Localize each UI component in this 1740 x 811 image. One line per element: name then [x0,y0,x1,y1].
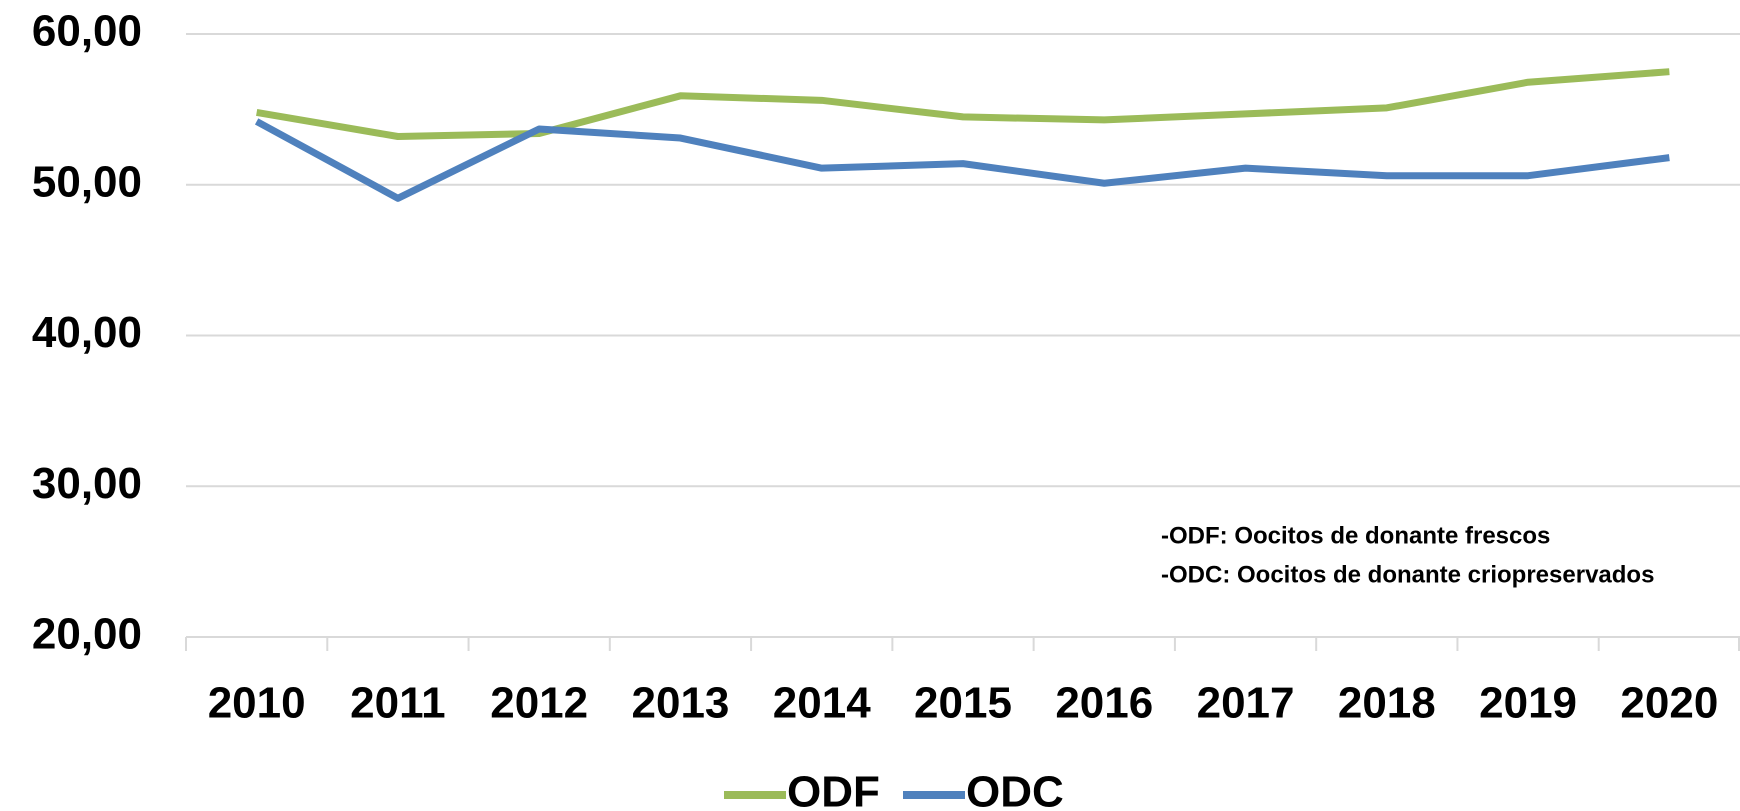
annotation: -ODC: Oocitos de donante criopreservados [1161,561,1654,588]
x-tick-label: 2018 [1338,679,1436,728]
x-tick-label: 2017 [1197,679,1295,728]
series-line [256,68,1670,141]
annotation: -ODF: Oocitos de donante frescos [1161,522,1550,549]
y-tick-label: 40,00 [32,308,142,357]
legend-label: ODC [966,768,1064,811]
x-tick-label: 2015 [914,679,1012,728]
series-line [254,118,1670,202]
legend-label: ODF [787,768,880,811]
x-tick-label: 2020 [1620,679,1718,728]
x-tick-label: 2010 [208,679,306,728]
x-tick-label: 2014 [773,679,871,728]
x-tick-label: 2016 [1055,679,1153,728]
y-tick-label: 60,00 [32,7,142,56]
y-tick-label: 50,00 [32,157,142,206]
x-tick-label: 2011 [350,679,445,728]
x-tick-label: 2019 [1479,679,1577,728]
x-tick-label: 2012 [490,679,588,728]
y-tick-label: 20,00 [32,610,142,659]
y-tick-label: 30,00 [32,459,142,508]
x-tick-label: 2013 [632,679,730,728]
